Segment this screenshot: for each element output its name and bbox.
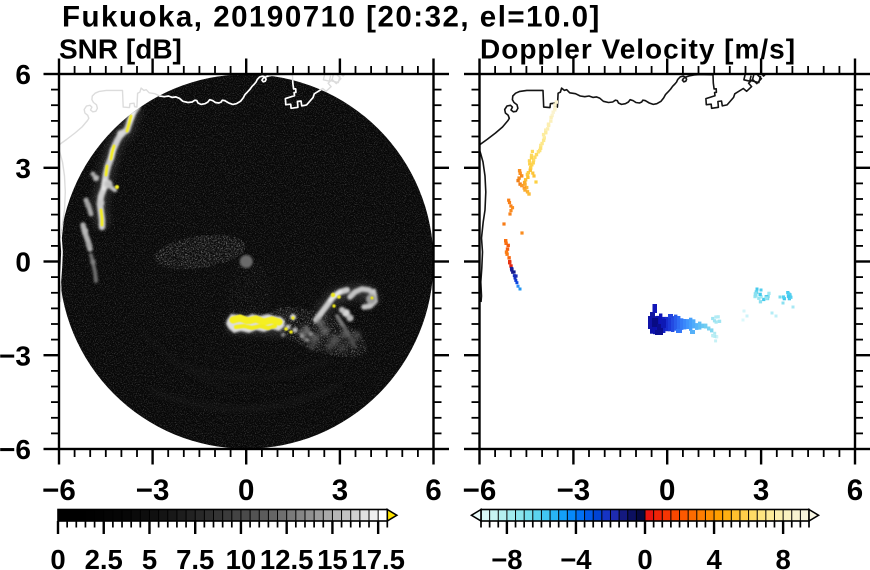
svg-text:0: 0 [50, 544, 65, 570]
svg-text:15: 15 [317, 544, 348, 570]
svg-text:2.5: 2.5 [85, 544, 123, 570]
svg-text:0: 0 [15, 247, 31, 278]
svg-text:6: 6 [15, 59, 31, 90]
svg-text:−3: −3 [557, 474, 591, 507]
svg-text:−6: −6 [42, 474, 76, 507]
svg-text:−8: −8 [491, 544, 522, 570]
svg-text:SNR [dB]: SNR [dB] [59, 34, 182, 65]
svg-text:0: 0 [659, 474, 675, 507]
svg-text:Fukuoka, 20190710 [20:32, el=1: Fukuoka, 20190710 [20:32, el=10.0] [62, 1, 601, 34]
svg-text:12.5: 12.5 [260, 544, 314, 570]
svg-text:6: 6 [425, 474, 441, 507]
svg-text:4: 4 [706, 544, 722, 570]
svg-text:6: 6 [847, 474, 863, 507]
svg-text:−6: −6 [463, 474, 497, 507]
svg-text:5: 5 [142, 544, 157, 570]
svg-text:0: 0 [238, 474, 254, 507]
svg-text:7.5: 7.5 [176, 544, 214, 570]
svg-text:3: 3 [15, 153, 31, 184]
svg-text:−4: −4 [560, 544, 592, 570]
svg-text:Doppler Velocity [m/s]: Doppler Velocity [m/s] [480, 34, 796, 65]
svg-text:3: 3 [332, 474, 348, 507]
svg-text:17.5: 17.5 [351, 544, 405, 570]
svg-text:10: 10 [226, 544, 257, 570]
svg-text:−3: −3 [136, 474, 170, 507]
svg-text:−6: −6 [0, 434, 31, 465]
svg-text:8: 8 [775, 544, 790, 570]
svg-text:3: 3 [753, 474, 769, 507]
svg-text:−3: −3 [0, 340, 31, 371]
svg-text:0: 0 [637, 544, 652, 570]
